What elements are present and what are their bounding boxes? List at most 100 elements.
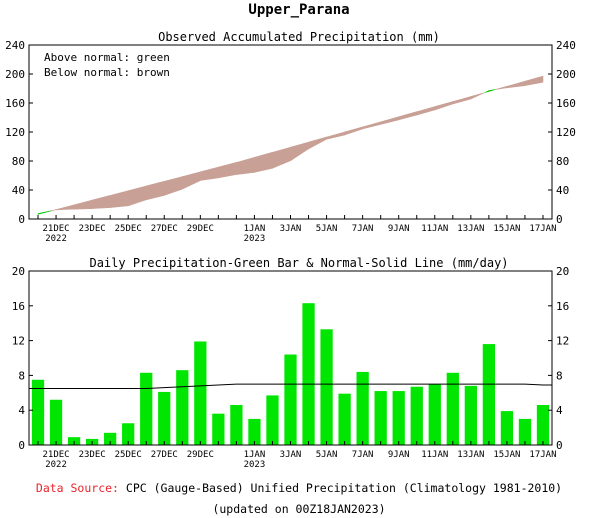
accumulated-ytick-label-left: 0: [18, 213, 25, 226]
daily-xtick-label: 27DEC: [151, 450, 178, 460]
daily-precip-bar: [392, 391, 405, 445]
daily-panel: Daily Precipitation-Green Bar & Normal-S…: [12, 256, 570, 470]
below-normal-area: [308, 136, 327, 150]
data-source-label: Data Source:: [35, 481, 119, 495]
normal-line: [29, 383, 552, 389]
daily-xtick-label: 9JAN: [388, 450, 410, 460]
below-normal-area: [290, 141, 309, 162]
below-normal-area: [362, 121, 381, 130]
daily-precip-bar: [104, 432, 117, 445]
below-normal-area: [163, 176, 183, 196]
daily-xtick-label: 29DEC: [187, 450, 214, 460]
accumulated-ytick-label-right: 0: [556, 213, 563, 226]
accumulated-ytick-label-right: 200: [556, 68, 576, 81]
accumulated-xtick-label: 3JAN: [280, 224, 302, 234]
accumulated-plot-frame: [28, 44, 553, 220]
below-normal-area: [380, 116, 400, 125]
below-normal-area: [272, 146, 291, 169]
accumulated-ytick-label-left: 240: [5, 39, 25, 52]
below-normal-area: [200, 166, 219, 181]
below-normal-area: [254, 151, 273, 173]
daily-precip-bar: [248, 418, 261, 445]
accumulated-xtick-label: 29DEC: [187, 224, 214, 234]
below-normal-area: [55, 204, 75, 211]
daily-precip-bar: [320, 329, 333, 445]
daily-precip-bar: [266, 395, 279, 445]
accumulated-xtick-label: 11JAN: [421, 224, 448, 234]
accumulated-xtick-label: 9JAN: [388, 224, 410, 234]
daily-xtick-label: 1JAN: [244, 450, 266, 460]
daily-xtick-year-label: 2022: [45, 460, 67, 470]
daily-ytick-label-right: 0: [556, 439, 563, 452]
below-normal-area: [344, 126, 363, 136]
daily-precip-bar: [428, 384, 441, 445]
below-normal-area: [398, 111, 418, 121]
below-normal-area: [416, 106, 436, 116]
daily-precip-bar: [284, 354, 297, 445]
daily-precip-bar: [212, 413, 225, 445]
below-normal-area: [326, 131, 345, 140]
daily-precip-bar: [500, 411, 514, 445]
accumulated-marks: [37, 75, 544, 215]
daily-precip-bar: [338, 393, 351, 445]
daily-precip-bar: [356, 371, 369, 445]
accumulated-ytick-label-right: 80: [556, 155, 569, 168]
daily-precip-bar: [410, 386, 423, 445]
daily-precip-bar: [464, 385, 477, 445]
daily-ytick-label-left: 16: [12, 300, 25, 313]
daily-panel-title: Daily Precipitation-Green Bar & Normal-S…: [89, 256, 508, 270]
accumulated-xtick-label: 1JAN: [244, 224, 266, 234]
daily-xtick-label: 3JAN: [280, 450, 302, 460]
below-normal-area: [127, 185, 147, 207]
below-normal-area: [51, 209, 57, 211]
daily-ytick-label-right: 16: [556, 300, 569, 313]
daily-precip-bar: [302, 303, 315, 445]
daily-precip-bar: [536, 404, 550, 445]
legend-below-normal: Below normal: brown: [44, 66, 170, 79]
below-normal-area: [506, 80, 526, 89]
daily-precip-bar: [482, 344, 496, 445]
daily-xtick-label: 17JAN: [529, 450, 556, 460]
daily-xtick-label: 25DEC: [115, 450, 142, 460]
accumulated-panel-title: Observed Accumulated Precipitation (mm): [158, 30, 440, 44]
daily-precip-bar: [230, 404, 243, 445]
accumulated-xtick-year-label: 2023: [244, 234, 266, 244]
accumulated-ytick-label-left: 160: [5, 97, 25, 110]
daily-precip-bar: [122, 423, 135, 445]
daily-xtick-label: 7JAN: [352, 450, 374, 460]
daily-ytick-label-left: 4: [18, 404, 25, 417]
below-normal-area: [236, 156, 255, 175]
daily-precip-bar: [446, 372, 459, 445]
accumulated-xtick-label: 25DEC: [115, 224, 142, 234]
accumulated-xtick-label: 7JAN: [352, 224, 374, 234]
daily-precip-bar: [31, 379, 45, 445]
daily-precip-bar: [140, 372, 153, 445]
accumulated-ytick-label-right: 240: [556, 39, 576, 52]
daily-xtick-label: 5JAN: [316, 450, 338, 460]
below-normal-area: [470, 92, 485, 100]
daily-ytick-label-right: 20: [556, 265, 569, 278]
data-source-text: CPC (Gauge-Based) Unified Precipitation …: [125, 481, 563, 495]
accumulated-xtick-label: 27DEC: [151, 224, 178, 234]
daily-precip-bar: [518, 418, 532, 445]
accumulated-xtick-label: 15JAN: [493, 224, 520, 234]
daily-precip-bar: [374, 391, 387, 445]
above-normal-area: [484, 90, 490, 93]
daily-xtick-label: 15JAN: [493, 450, 520, 460]
daily-xtick-label: 13JAN: [457, 450, 484, 460]
updated-line: (updated on 00Z18JAN2023): [212, 502, 386, 516]
main-title: Upper_Parana: [248, 2, 349, 18]
accumulated-ytick-label-left: 120: [5, 126, 25, 139]
accumulated-xtick-year-label: 2022: [45, 234, 67, 244]
below-normal-area: [145, 180, 165, 201]
below-normal-area: [434, 101, 454, 111]
daily-marks: [29, 303, 552, 445]
daily-precip-bar: [176, 370, 189, 445]
accumulated-xtick-label: 21DEC: [43, 224, 70, 234]
daily-xtick-year-label: 2023: [244, 460, 266, 470]
accumulated-xtick-label: 5JAN: [316, 224, 338, 234]
daily-ytick-label-left: 0: [18, 439, 25, 452]
accumulated-ytick-label-left: 40: [12, 184, 25, 197]
accumulated-ytick-label-left: 200: [5, 68, 25, 81]
